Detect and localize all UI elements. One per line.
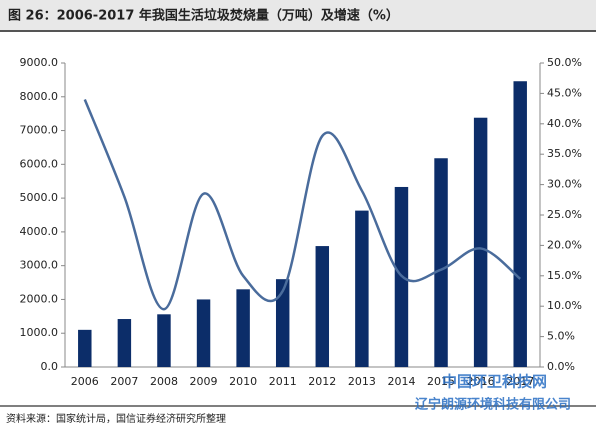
- y2-tick-label: 15.0%: [547, 269, 582, 282]
- x-tick-label: 2008: [150, 375, 178, 388]
- x-tick-label: 2007: [110, 375, 138, 388]
- x-tick-label: 2013: [348, 375, 376, 388]
- bar: [315, 246, 330, 367]
- watermark: 中国环卫科技网: [442, 373, 547, 391]
- chart-title: 图 26：2006-2017 年我国生活垃圾焚烧量（万吨）及增速（%）: [8, 8, 399, 24]
- y2-tick-label: 50.0%: [547, 56, 582, 69]
- y2-tick-label: 5.0%: [547, 330, 575, 343]
- bar: [434, 158, 448, 367]
- x-tick-label: 2012: [308, 375, 336, 388]
- y2-tick-label: 0.0%: [547, 360, 575, 373]
- y-tick-label: 8000.0: [20, 90, 59, 103]
- bar: [236, 289, 250, 367]
- y-tick-label: 7000.0: [20, 124, 59, 137]
- title-band: [0, 0, 596, 30]
- bar: [78, 329, 92, 367]
- y-tick-label: 1000.0: [20, 326, 59, 339]
- x-tick-label: 2011: [269, 375, 297, 388]
- bar: [275, 279, 290, 367]
- y2-tick-label: 35.0%: [547, 147, 582, 160]
- y2-tick-label: 30.0%: [547, 178, 582, 191]
- y2-tick-label: 10.0%: [547, 299, 582, 312]
- bar: [157, 314, 171, 367]
- y-tick-label: 4000.0: [20, 225, 59, 238]
- x-tick-label: 2016: [467, 375, 495, 388]
- y-tick-label: 3000.0: [20, 259, 59, 272]
- y-tick-label: 6000.0: [20, 157, 59, 170]
- x-tick-label: 2014: [387, 375, 415, 388]
- watermark: 辽宁朗源环境科技有限公司: [415, 397, 571, 413]
- x-tick-label: 2017: [506, 375, 534, 388]
- bar: [117, 319, 132, 367]
- bar: [473, 117, 488, 367]
- y-tick-label: 5000.0: [20, 191, 59, 204]
- y-tick-label: 2000.0: [20, 292, 59, 305]
- x-tick-label: 2010: [229, 375, 257, 388]
- source: 资料来源：国家统计局，国信证券经济研究所整理: [6, 412, 226, 425]
- y2-tick-label: 40.0%: [547, 117, 582, 130]
- y2-tick-label: 20.0%: [547, 238, 582, 251]
- y-tick-label: 9000.0: [20, 56, 59, 69]
- bar: [196, 299, 211, 367]
- x-tick-label: 2015: [427, 375, 455, 388]
- line: [83, 99, 522, 311]
- bar: [355, 210, 369, 367]
- y2-tick-label: 25.0%: [547, 208, 582, 221]
- x-tick-label: 2009: [190, 375, 218, 388]
- y-tick-label: 0.0: [41, 360, 59, 373]
- x-tick-label: 2006: [71, 375, 99, 388]
- y2-tick-label: 45.0%: [547, 86, 582, 99]
- bar: [513, 81, 527, 368]
